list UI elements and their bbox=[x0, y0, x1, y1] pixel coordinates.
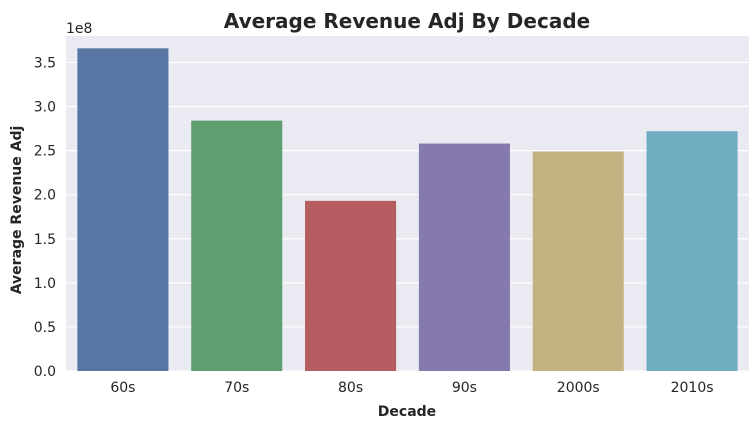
y-tick-label: 0.0 bbox=[34, 364, 56, 380]
x-tick-label: 60s bbox=[110, 380, 135, 396]
y-axis-offset-label: 1e8 bbox=[66, 21, 92, 37]
x-tick-label: 2010s bbox=[671, 380, 714, 396]
y-tick-label: 1.5 bbox=[34, 232, 56, 248]
x-tick-label: 2000s bbox=[557, 380, 600, 396]
y-tick-label: 3.0 bbox=[34, 100, 56, 116]
y-tick-label: 2.0 bbox=[34, 188, 56, 204]
x-tick-label: 90s bbox=[452, 380, 477, 396]
gridlines bbox=[66, 61, 749, 372]
x-tick-label: 70s bbox=[224, 380, 249, 396]
bar-60s bbox=[77, 48, 169, 372]
bar-70s bbox=[191, 120, 283, 371]
bar-2010s bbox=[646, 131, 738, 371]
y-tick-labels: 0.0 0.5 1.0 1.5 2.0 2.5 3.0 3.5 bbox=[34, 55, 56, 380]
y-tick-label: 3.5 bbox=[34, 55, 56, 71]
bars bbox=[77, 48, 738, 372]
bar-2000s bbox=[532, 151, 624, 371]
plot-area bbox=[66, 36, 749, 371]
bar-90s bbox=[418, 143, 510, 371]
y-tick-label: 2.5 bbox=[34, 144, 56, 160]
x-tick-label: 80s bbox=[338, 380, 363, 396]
x-axis-title: Decade bbox=[378, 404, 436, 420]
y-tick-label: 0.5 bbox=[34, 320, 56, 336]
chart-title: Average Revenue Adj By Decade bbox=[224, 9, 590, 33]
y-axis-title: Average Revenue Adj bbox=[9, 126, 25, 295]
bar-80s bbox=[305, 200, 397, 371]
x-tick-labels: 60s 70s 80s 90s 2000s 2010s bbox=[110, 380, 713, 396]
y-tick-label: 1.0 bbox=[34, 276, 56, 292]
